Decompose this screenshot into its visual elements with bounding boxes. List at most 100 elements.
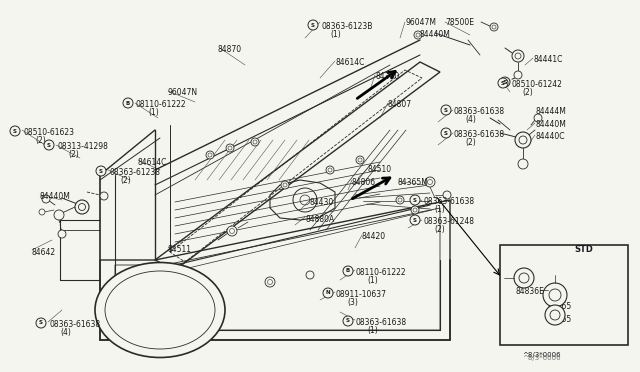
FancyBboxPatch shape — [500, 245, 628, 345]
Circle shape — [514, 71, 522, 79]
Circle shape — [441, 105, 451, 115]
Text: 08363-6123B: 08363-6123B — [321, 22, 372, 31]
Circle shape — [534, 114, 542, 122]
Text: S: S — [501, 80, 505, 86]
Text: S: S — [444, 108, 448, 112]
Text: 84836E: 84836E — [515, 287, 544, 296]
Circle shape — [75, 200, 89, 214]
Circle shape — [515, 132, 531, 148]
Circle shape — [227, 226, 237, 236]
Circle shape — [96, 166, 106, 176]
Text: 78500E: 78500E — [445, 18, 474, 27]
Text: S: S — [346, 318, 350, 324]
Circle shape — [100, 192, 108, 200]
Text: 84614C: 84614C — [335, 58, 364, 67]
Text: S: S — [444, 131, 448, 135]
Text: (4): (4) — [465, 115, 476, 124]
Circle shape — [343, 316, 353, 326]
Text: 84440M: 84440M — [535, 120, 566, 129]
Text: B: B — [126, 100, 130, 106]
Text: STD: STD — [574, 245, 593, 254]
Text: 84420: 84420 — [362, 232, 386, 241]
Circle shape — [514, 268, 534, 288]
Text: (1): (1) — [434, 205, 445, 214]
Circle shape — [36, 318, 46, 328]
Circle shape — [425, 177, 435, 187]
Circle shape — [281, 181, 289, 189]
Text: 08363-61638: 08363-61638 — [454, 107, 505, 116]
Circle shape — [500, 77, 510, 87]
Ellipse shape — [95, 263, 225, 357]
Text: 84441C: 84441C — [533, 55, 563, 64]
Circle shape — [323, 288, 333, 298]
Circle shape — [42, 195, 50, 203]
Text: S: S — [47, 142, 51, 148]
Text: (1): (1) — [367, 276, 378, 285]
Text: (2): (2) — [465, 138, 476, 147]
Text: 84444M: 84444M — [535, 107, 566, 116]
Text: 84440M: 84440M — [40, 192, 71, 201]
Text: S: S — [502, 80, 508, 84]
Circle shape — [265, 277, 275, 287]
Text: 84511: 84511 — [168, 245, 192, 254]
Circle shape — [490, 23, 498, 31]
Circle shape — [326, 166, 334, 174]
Text: 84365M: 84365M — [398, 178, 429, 187]
Text: 08510-61242: 08510-61242 — [511, 80, 562, 89]
Text: S: S — [99, 169, 103, 173]
Circle shape — [308, 20, 318, 30]
Text: 84614C: 84614C — [138, 158, 168, 167]
Circle shape — [58, 230, 66, 238]
Text: 96047M: 96047M — [405, 18, 436, 27]
Circle shape — [306, 271, 314, 279]
Circle shape — [512, 50, 524, 62]
Text: (1): (1) — [148, 108, 159, 117]
Text: 08510-61623: 08510-61623 — [23, 128, 74, 137]
Text: 84642: 84642 — [32, 248, 56, 257]
Circle shape — [54, 210, 64, 220]
Circle shape — [123, 98, 133, 108]
Text: S: S — [413, 198, 417, 202]
Text: (2): (2) — [68, 150, 79, 159]
Circle shape — [518, 159, 528, 169]
Circle shape — [499, 80, 505, 86]
Circle shape — [414, 31, 422, 39]
Circle shape — [10, 126, 20, 136]
Text: (1): (1) — [330, 30, 340, 39]
Circle shape — [39, 209, 45, 215]
Text: 08110-61222: 08110-61222 — [136, 100, 187, 109]
Text: 84806: 84806 — [352, 178, 376, 187]
Text: 08911-10637: 08911-10637 — [336, 290, 387, 299]
Circle shape — [396, 196, 404, 204]
Circle shape — [411, 206, 419, 214]
Text: 96047N: 96047N — [168, 88, 198, 97]
Circle shape — [410, 215, 420, 225]
Text: (2): (2) — [522, 88, 532, 97]
Text: 08313-41298: 08313-41298 — [57, 142, 108, 151]
Text: 84365: 84365 — [548, 315, 572, 324]
Circle shape — [356, 156, 364, 164]
Circle shape — [251, 138, 259, 146]
Text: 08363-61638: 08363-61638 — [356, 318, 407, 327]
Text: ^8/3*0006: ^8/3*0006 — [522, 352, 561, 358]
Text: (4): (4) — [60, 328, 71, 337]
Text: (2): (2) — [35, 136, 45, 145]
Text: 84365: 84365 — [548, 302, 572, 311]
Text: 84300: 84300 — [375, 72, 399, 81]
Text: S: S — [13, 128, 17, 134]
Text: 08363-61638: 08363-61638 — [49, 320, 100, 329]
Text: 08363-61638: 08363-61638 — [423, 197, 474, 206]
Circle shape — [226, 144, 234, 152]
Text: 84440C: 84440C — [535, 132, 564, 141]
Text: 84430: 84430 — [310, 198, 334, 207]
Text: 84807: 84807 — [388, 100, 412, 109]
Circle shape — [498, 78, 508, 88]
Text: S: S — [311, 22, 315, 28]
Circle shape — [441, 128, 451, 138]
Text: 84880A: 84880A — [305, 215, 334, 224]
Text: 84440M: 84440M — [420, 30, 451, 39]
Text: 08110-61222: 08110-61222 — [356, 268, 406, 277]
Text: 08363-61238: 08363-61238 — [109, 168, 160, 177]
Circle shape — [44, 140, 54, 150]
Text: N: N — [326, 291, 330, 295]
